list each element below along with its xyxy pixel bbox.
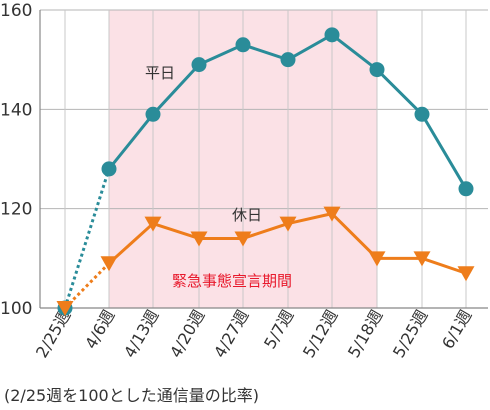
x-tick-label: 4/20週 (166, 307, 208, 361)
series-0-point (101, 161, 117, 177)
series-0-point (280, 52, 296, 68)
series-1-point (100, 256, 118, 272)
series-0-point (235, 37, 251, 53)
series-1-point (413, 251, 431, 267)
x-tick-label: 4/27週 (210, 307, 252, 361)
series-label-holiday: 休日 (232, 206, 262, 224)
series-1-point (279, 216, 297, 232)
x-tick-label: 4/13週 (120, 307, 162, 361)
series-0-point (191, 57, 207, 73)
series-0-dotted-segment (63, 168, 111, 309)
y-tick-label: 120 (0, 200, 32, 220)
series-label-weekday: 平日 (145, 64, 175, 82)
series-1-point (144, 216, 162, 232)
series-1-point (234, 231, 252, 247)
series-0-point (324, 27, 340, 43)
x-tick-label: 5/12週 (299, 307, 341, 361)
y-tick-label: 160 (0, 1, 32, 21)
series-1-dotted-segment (63, 262, 111, 310)
x-tick-label: 6/1週 (438, 307, 475, 353)
x-tick-label: 5/25週 (389, 307, 431, 361)
series-0-point (414, 106, 430, 122)
y-tick-label: 140 (0, 100, 32, 120)
series-0-point (369, 62, 385, 78)
series-1-point (457, 266, 475, 282)
x-tick-label: 4/6週 (81, 307, 118, 353)
series-0-point (145, 106, 161, 122)
series-0-point (458, 181, 474, 197)
x-tick-label: 5/18週 (344, 307, 386, 361)
series-1-point (323, 206, 341, 222)
chart-footnote: (2/25週を100とした通信量の比率) (4, 386, 259, 405)
x-tick-label: 5/7週 (260, 307, 297, 353)
series-1-point (56, 301, 74, 316)
y-tick-label: 100 (0, 299, 32, 319)
series-1-point (190, 231, 208, 247)
series-1-point (368, 251, 386, 267)
shaded-period-label: 緊急事態宣言期間 (172, 272, 292, 290)
